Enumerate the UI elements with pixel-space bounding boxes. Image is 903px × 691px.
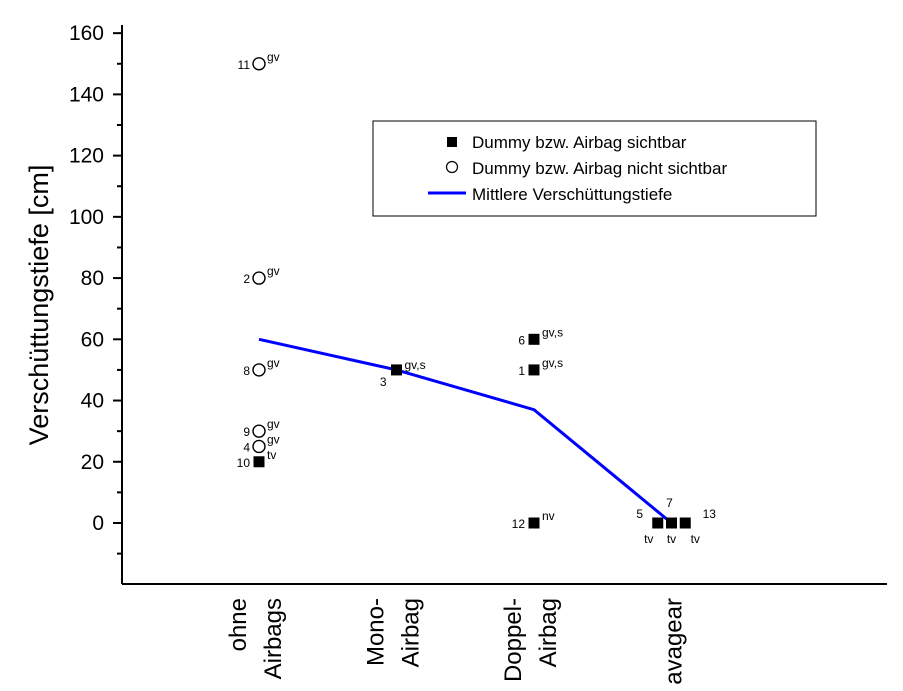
point-tag-label: gv: [267, 356, 280, 370]
x-category-label: Airbag: [398, 598, 425, 667]
axes: [121, 25, 887, 585]
x-category-label: avagear: [661, 598, 688, 685]
legend-label-not-visible: Dummy bzw. Airbag nicht sichtbar: [472, 159, 727, 178]
data-point-visible: [679, 517, 691, 529]
legend-marker-filled-square: [447, 137, 457, 147]
point-id-label: 1: [518, 364, 525, 378]
y-tick-label: 40: [81, 390, 104, 413]
y-tick-label: 60: [81, 328, 104, 351]
point-id-label: 7: [666, 496, 673, 510]
data-point-visible: [528, 364, 540, 376]
data-point-visible: [666, 517, 677, 529]
y-tick-label: 20: [81, 451, 104, 474]
point-id-label: 12: [512, 517, 526, 531]
point-id-label: 3: [380, 375, 387, 389]
legend-label-mean: Mittlere Verschüttungstiefe: [472, 185, 672, 204]
legend: Dummy bzw. Airbag sichtbar Dummy bzw. Ai…: [372, 120, 817, 217]
x-category-label: ohne: [225, 598, 252, 651]
point-id-label: 9: [243, 425, 250, 439]
data-point-visible: [652, 517, 664, 529]
point-tag-label: tv: [644, 532, 653, 546]
data-point-visible: [391, 364, 402, 376]
point-tag-label: tv: [667, 532, 676, 546]
data-point-visible: [528, 333, 540, 345]
point-tag-label: gv,s: [542, 356, 563, 370]
point-tag-label: gv: [267, 264, 280, 278]
data-point-not-visible: [252, 424, 266, 438]
x-category-label: Mono-: [363, 598, 390, 666]
y-tick-label: 0: [92, 512, 104, 535]
y-tick-label: 160: [69, 22, 104, 45]
data-point-visible: [528, 517, 540, 529]
mean-depth-line: [258, 337, 673, 525]
point-id-label: 4: [243, 440, 250, 454]
point-id-label: 8: [243, 364, 250, 378]
y-tick-label: 80: [81, 267, 104, 290]
data-point-not-visible: [252, 271, 266, 285]
point-tag-label: tv: [267, 448, 276, 462]
point-id-label: 13: [703, 507, 717, 521]
data-point-not-visible: [252, 57, 266, 71]
point-tag-label: tv: [691, 532, 700, 546]
point-tag-label: gv: [267, 50, 280, 64]
y-tick-label: 120: [69, 145, 104, 168]
y-tick-label: 140: [69, 83, 104, 106]
point-tag-label: gv: [267, 432, 280, 446]
x-category-label: Doppel-: [500, 598, 527, 682]
point-id-label: 2: [243, 272, 250, 286]
data-point-visible: [253, 456, 265, 468]
x-category-label: Airbag: [535, 598, 562, 667]
point-id-label: 11: [238, 58, 251, 72]
point-id-label: 5: [636, 507, 643, 521]
y-tick-label: 100: [69, 206, 104, 229]
y-axis-title: Verschüttungstiefe [cm]: [24, 165, 54, 446]
data-point-not-visible: [252, 363, 266, 377]
x-category-label: Airbags: [260, 598, 287, 679]
point-id-label: 10: [237, 456, 251, 470]
y-ticks: 0 20 40 60 80 100 120 140 160: [69, 22, 122, 555]
point-tag-label: gv: [267, 417, 280, 431]
point-tag-label: nv: [542, 509, 555, 523]
mean-line-layer: [258, 337, 673, 525]
point-id-label: 6: [518, 333, 525, 347]
point-tag-label: gv,s: [542, 325, 563, 339]
data-point-not-visible: [252, 439, 266, 454]
legend-label-visible: Dummy bzw. Airbag sichtbar: [472, 133, 687, 152]
x-category-labels: ohne Airbags Mono- Airbag Doppel- Airbag avage…: [225, 598, 688, 685]
point-tag-label: gv,s: [405, 358, 426, 372]
legend-marker-open-circle: [445, 160, 459, 174]
